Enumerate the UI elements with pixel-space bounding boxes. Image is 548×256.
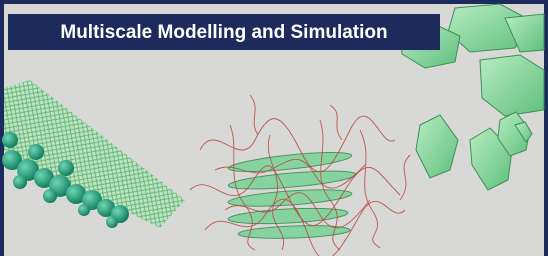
slide-title: Multiscale Modelling and Simulation <box>60 22 387 43</box>
slide-graphic: Multiscale Modelling and Simulation <box>0 0 548 256</box>
page: Multiscale Modelling and Simulation (() … <box>0 0 548 256</box>
